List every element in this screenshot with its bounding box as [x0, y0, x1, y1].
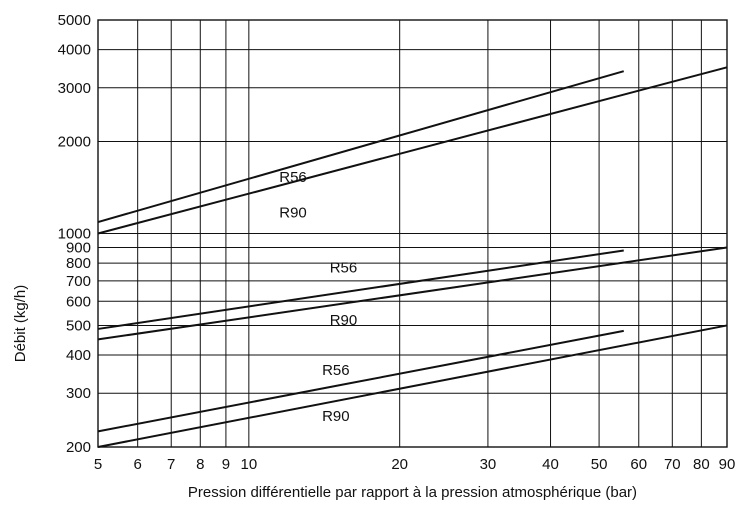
- x-tick-label: 5: [94, 456, 102, 473]
- x-tick-label: 20: [391, 456, 408, 473]
- x-tick-label: 6: [134, 456, 142, 473]
- y-tick-label: 400: [66, 347, 91, 364]
- y-tick-label: 600: [66, 293, 91, 310]
- x-tick-label: 50: [591, 456, 608, 473]
- grid: [97, 19, 728, 448]
- y-tick-label: 700: [66, 273, 91, 290]
- x-tick-label: 8: [196, 456, 204, 473]
- series-lines: [97, 66, 728, 448]
- x-tick-label: 9: [222, 456, 230, 473]
- x-tick-labels: 5 6 7 8 9 10 20 30 40 50 60 70 80 90: [94, 456, 736, 473]
- x-tick-label: 40: [542, 456, 559, 473]
- x-tick-label: 80: [693, 456, 710, 473]
- y-tick-label: 800: [66, 255, 91, 272]
- y-tick-label: 4000: [58, 42, 91, 59]
- series-line-r90-upper: [97, 66, 728, 235]
- x-axis-label: Pression différentielle par rapport à la…: [188, 484, 637, 501]
- y-tick-label: 2000: [58, 134, 91, 151]
- series-line-r56-upper: [97, 70, 625, 224]
- series-label-r90-lower: R90: [322, 408, 350, 425]
- x-tick-label: 70: [664, 456, 681, 473]
- series-line-r56-lower: [97, 329, 624, 433]
- x-tick-label: 30: [480, 456, 497, 473]
- x-tick-label: 90: [719, 456, 736, 473]
- y-tick-label: 3000: [58, 80, 91, 97]
- series-line-r90-middle: [97, 246, 728, 341]
- series-label-r56-lower: R56: [322, 362, 350, 379]
- series-label-r56-upper: R56: [279, 169, 307, 186]
- series-line-r90-lower: [97, 324, 728, 448]
- y-tick-label: 5000: [58, 12, 91, 29]
- series-label-r90-middle: R90: [330, 312, 358, 329]
- x-tick-label: 7: [167, 456, 175, 473]
- y-axis-label: Débit (kg/h): [12, 285, 29, 363]
- series-label-r56-middle: R56: [330, 259, 358, 276]
- y-tick-label: 900: [66, 239, 91, 256]
- x-tick-label: 10: [240, 456, 257, 473]
- y-tick-label: 300: [66, 385, 91, 402]
- y-tick-label: 200: [66, 439, 91, 456]
- series-label-r90-upper: R90: [279, 205, 307, 222]
- series-line-r56-middle: [97, 249, 624, 330]
- plot-frame: [97, 19, 728, 448]
- y-tick-label: 500: [66, 317, 91, 334]
- series-labels: R56 R90 R56 R90 R56 R90: [279, 169, 357, 425]
- y-tick-label: 1000: [58, 226, 91, 243]
- x-tick-label: 60: [630, 456, 647, 473]
